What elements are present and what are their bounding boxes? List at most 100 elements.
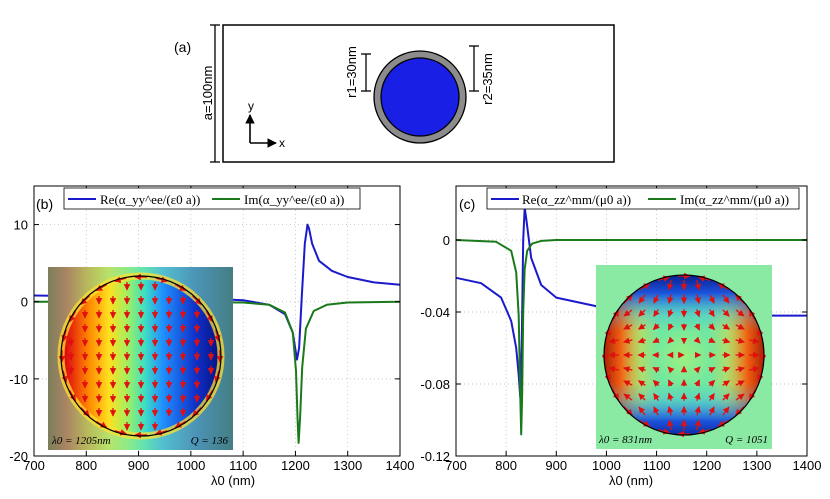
field-arrow xyxy=(667,323,675,331)
field-arrow xyxy=(708,336,716,344)
x-tick-label: 1000 xyxy=(176,458,205,473)
field-arrow xyxy=(722,380,731,387)
rim-arrow xyxy=(192,295,202,305)
field-arrow xyxy=(623,309,633,317)
rim-arrow xyxy=(612,388,620,401)
field-arrow xyxy=(708,366,716,374)
field-arrow xyxy=(694,294,701,304)
rim-arrow xyxy=(735,294,745,304)
field-arrow xyxy=(638,406,646,416)
panel-c-label: (c) xyxy=(459,196,475,212)
legend-c-re-label: Re(α_zz^mm/(μ0 a)) xyxy=(522,192,631,207)
field-arrow xyxy=(653,406,660,416)
r2-label: r2=35nm xyxy=(480,53,495,105)
y-tick-label: 10 xyxy=(14,218,28,233)
field-arrow xyxy=(694,406,701,416)
rim-arrow xyxy=(717,419,730,427)
inset-c-ring-arrows xyxy=(601,272,767,438)
rim-arrow xyxy=(623,406,633,416)
field-arrow xyxy=(748,365,760,373)
field-arrow xyxy=(637,337,646,344)
field-arrow xyxy=(735,323,745,330)
field-arrow xyxy=(722,294,730,304)
field-arrow xyxy=(735,380,745,387)
rim-arrow xyxy=(205,389,213,402)
field-arrow xyxy=(693,379,701,387)
field-arrow xyxy=(722,366,731,373)
rim-arrow xyxy=(698,275,711,282)
field-arrow xyxy=(623,380,633,387)
rim-arrow xyxy=(61,329,68,342)
y-tick-label: -10 xyxy=(9,372,28,387)
panel-a-label: (a) xyxy=(174,39,191,55)
rim-arrow xyxy=(61,370,68,383)
field-arrow xyxy=(608,337,620,345)
field-arrow xyxy=(693,336,701,344)
schematic-panel: (a) a=100nm r1=30nm r2=35nm y x xyxy=(174,24,615,163)
field-arrow xyxy=(748,337,760,345)
rim-arrow xyxy=(155,429,168,436)
x-tick-label: 1300 xyxy=(333,458,362,473)
field-arrow xyxy=(735,366,745,373)
field-arrow xyxy=(637,380,646,387)
chart-b-xlabel: λ0 (nm) xyxy=(211,473,255,488)
x-tick-label: 700 xyxy=(445,458,467,473)
x-tick-label: 900 xyxy=(545,458,567,473)
inset-b-arrows xyxy=(67,282,215,431)
field-arrow xyxy=(608,365,620,373)
field-arrow xyxy=(708,379,716,387)
rim-arrow xyxy=(205,310,213,323)
rim-arrow xyxy=(114,276,127,283)
legend-c-im-label: Im(α_zz^mm/(μ0 a)) xyxy=(680,192,789,207)
field-arrow xyxy=(722,393,730,401)
rim-arrow xyxy=(95,420,108,428)
field-arrow xyxy=(708,323,716,331)
field-arrow xyxy=(623,393,633,401)
rim-arrow xyxy=(214,370,221,383)
field-arrow xyxy=(652,323,660,331)
legend-b-im-label: Im(α_yy^ee/(ε0 a)) xyxy=(244,192,344,207)
field-arrow xyxy=(667,309,674,318)
field-arrow xyxy=(652,366,660,374)
field-arrow xyxy=(722,337,731,344)
inset-c-q: Q = 1051 xyxy=(725,434,768,446)
rim-arrow xyxy=(623,294,633,304)
field-arrow xyxy=(652,336,660,344)
field-arrow xyxy=(694,419,702,431)
field-arrow xyxy=(708,392,715,401)
field-arrow xyxy=(694,392,701,401)
x-tick-label: 800 xyxy=(495,458,517,473)
inset-c-lambda: λ0 = 831nm xyxy=(598,434,652,446)
rim-arrow xyxy=(657,428,670,435)
field-arrow xyxy=(666,419,674,431)
field-arrow xyxy=(623,323,633,330)
field-arrow xyxy=(708,294,715,304)
chart-c: λ0 = 831nm Q = 1051 700 800 900 1000 1100 120… xyxy=(420,185,821,488)
rim-arrow xyxy=(155,276,168,283)
y-tick-label: -20 xyxy=(9,449,28,464)
rim-arrow xyxy=(757,369,764,382)
x-axis-symbol: x xyxy=(279,136,285,150)
field-arrow xyxy=(722,309,730,317)
y-axis-symbol: y xyxy=(248,99,254,113)
rim-arrow xyxy=(748,309,756,322)
period-label: a=100nm xyxy=(200,66,215,121)
field-arrow xyxy=(637,323,646,330)
chart-c-axes: 700 800 900 1000 1100 1200 1300 1400 0 -0.04 -0.08… xyxy=(420,185,821,473)
field-arrow xyxy=(708,406,715,416)
inset-b-lambda: λ0 = 1205nm xyxy=(51,435,111,447)
rim-arrow xyxy=(757,328,764,341)
rim-arrow xyxy=(80,407,90,417)
rim-arrow xyxy=(69,310,77,323)
chart-c-legend-box xyxy=(486,187,800,210)
x-tick-label: 900 xyxy=(128,458,150,473)
field-arrow xyxy=(735,337,745,344)
rim-arrow xyxy=(604,328,611,341)
field-arrow xyxy=(693,323,701,331)
series-imag-line xyxy=(34,300,401,444)
inset-b-q: Q = 136 xyxy=(191,435,229,447)
rim-arrow xyxy=(95,284,108,292)
rim-arrow xyxy=(638,283,651,291)
field-arrow xyxy=(667,336,675,344)
y-tick-label: 0 xyxy=(21,295,28,310)
